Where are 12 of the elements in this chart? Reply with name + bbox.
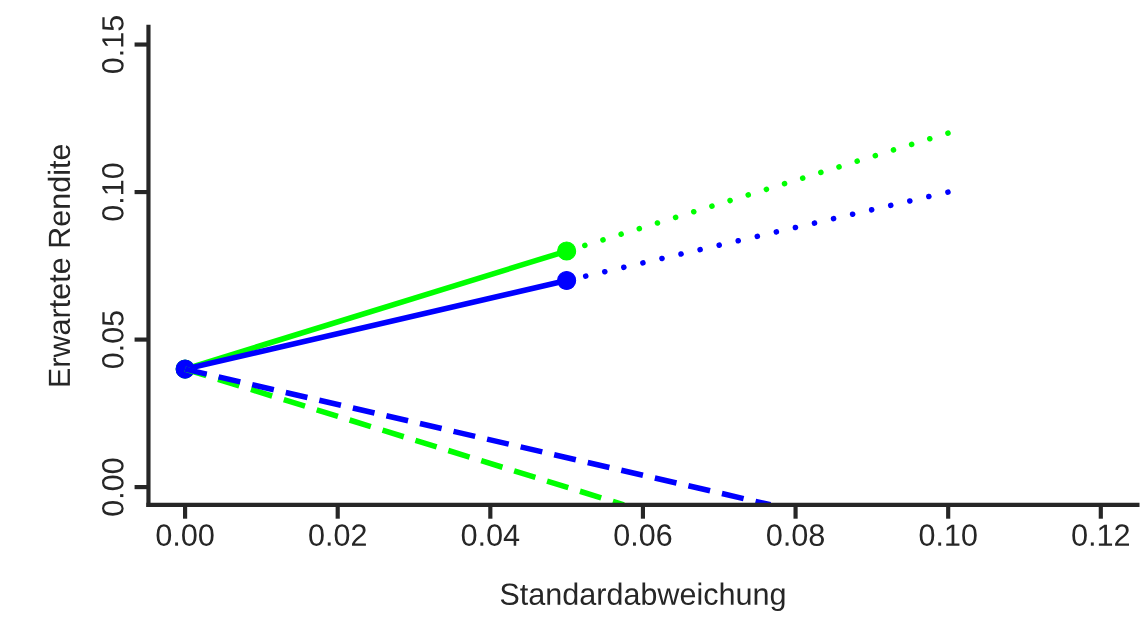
x-tick-label: 0.00 <box>156 524 214 546</box>
y-tick-label: 0.15 <box>102 16 124 74</box>
y-tick-label: 0.10 <box>102 163 124 221</box>
x-tick-label: 0.08 <box>767 524 824 546</box>
y-axis-title: Erwartete Rendite <box>47 144 71 386</box>
x-tick-label: 0.10 <box>919 524 977 546</box>
x-tick-label: 0.02 <box>309 524 366 546</box>
x-tick-label: 0.12 <box>1072 524 1130 546</box>
x-tick-label: 0.04 <box>461 524 520 546</box>
y-tick-label: 0.05 <box>102 311 124 369</box>
x-axis-title: Standardabweichung <box>500 582 785 612</box>
x-tick-label: 0.06 <box>614 524 672 546</box>
